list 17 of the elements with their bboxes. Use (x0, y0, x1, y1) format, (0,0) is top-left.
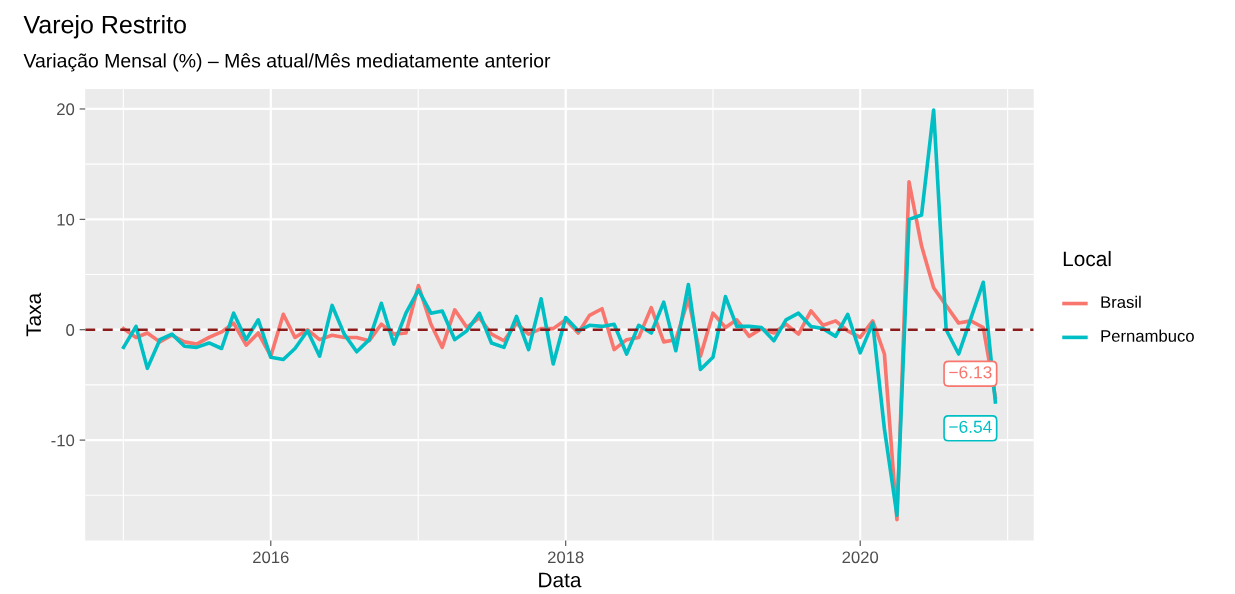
chart-title: Varejo Restrito (23, 15, 186, 39)
annotation: −6.13 (949, 366, 992, 379)
legend-label: Brasil (1101, 295, 1141, 309)
line-series (121, 108, 998, 517)
x-tick-label: 2018 (548, 551, 584, 564)
chart-subtitle: Variação Mensal (%) – Mês atual/Mês mediatamente anterior (23, 53, 551, 72)
y-tick-label: -10 (51, 434, 75, 447)
y-tick-label: 10 (57, 213, 75, 226)
x-tick-label: 2016 (253, 551, 289, 564)
x-axis-title: Data (539, 572, 582, 588)
y-tick-label: 0 (66, 324, 75, 336)
y-axis-title: Taxa (26, 292, 42, 337)
x-tick-label: 2020 (842, 551, 879, 564)
annotation: −6.54 (949, 420, 992, 433)
legend-title: Local (1063, 250, 1111, 267)
legend-label: Pernambuco (1101, 329, 1194, 342)
y-tick-label: 20 (57, 103, 75, 116)
